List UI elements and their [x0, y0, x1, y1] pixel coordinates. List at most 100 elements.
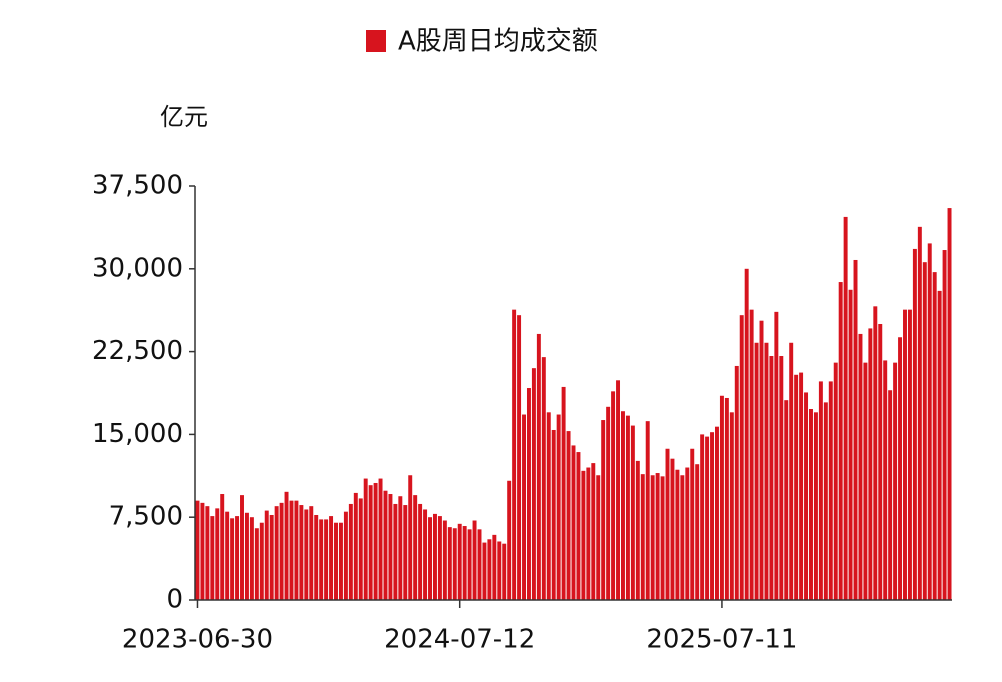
bar: [937, 290, 942, 600]
bar: [616, 380, 621, 600]
bar: [794, 374, 799, 600]
bar: [264, 510, 269, 600]
x-tick-label: 2025-07-11: [646, 625, 797, 655]
bar: [299, 505, 304, 600]
bar: [403, 505, 408, 600]
y-tick-label: 22,500: [92, 336, 183, 366]
bar: [640, 474, 645, 600]
bar: [705, 436, 710, 600]
bar: [215, 508, 220, 600]
bar: [863, 362, 868, 600]
bar: [734, 365, 739, 600]
bar: [630, 425, 635, 600]
bar: [531, 368, 536, 600]
bar: [244, 512, 249, 600]
legend-label: A股周日均成交额: [398, 27, 598, 57]
bar: [566, 431, 571, 600]
bar: [230, 518, 235, 600]
bar: [507, 480, 512, 600]
bar: [695, 464, 700, 600]
bar: [551, 429, 556, 600]
bar: [804, 392, 809, 600]
bar: [512, 309, 517, 600]
bar: [823, 402, 828, 600]
y-tick-label: 30,000: [92, 253, 183, 283]
bar: [843, 216, 848, 601]
bar: [482, 542, 487, 600]
bar: [373, 482, 378, 600]
unit-label: 亿元: [160, 103, 208, 131]
bar: [477, 529, 482, 600]
bar: [329, 516, 334, 600]
bar: [388, 494, 393, 600]
bar: [784, 400, 789, 600]
bar: [274, 506, 279, 600]
bar: [526, 388, 531, 600]
bar: [888, 390, 893, 600]
bar: [304, 509, 309, 600]
bar: [269, 514, 274, 600]
bar: [620, 411, 625, 600]
bar: [561, 386, 566, 600]
bar: [452, 528, 457, 600]
bar: [893, 362, 898, 600]
bar: [437, 516, 442, 600]
bar: [596, 475, 601, 600]
bar: [878, 324, 883, 600]
y-tick-label: 0: [166, 585, 183, 615]
bar: [358, 498, 363, 600]
bar: [813, 412, 818, 600]
bar: [764, 342, 769, 600]
bar: [700, 434, 705, 600]
bar: [818, 381, 823, 600]
bar: [240, 495, 244, 600]
bar: [744, 268, 749, 600]
bar: [873, 306, 878, 600]
bar: [903, 309, 907, 600]
bar: [576, 452, 581, 600]
bar: [324, 519, 329, 600]
bar: [413, 495, 418, 600]
y-tick-label: 7,500: [109, 502, 183, 532]
bar: [343, 511, 348, 600]
bar: [719, 395, 724, 600]
bar: [353, 492, 358, 600]
bar: [294, 500, 299, 600]
bar: [898, 337, 903, 600]
bar: [660, 476, 665, 600]
bar: [759, 320, 764, 600]
bar: [685, 467, 690, 600]
bar: [462, 526, 467, 600]
bar: [675, 469, 680, 600]
bar: [210, 516, 215, 600]
bar: [917, 226, 922, 600]
bar: [655, 473, 660, 600]
bar: [868, 328, 873, 600]
bar: [591, 463, 596, 600]
bar: [858, 333, 863, 600]
bar: [581, 470, 586, 600]
bar: [408, 475, 413, 600]
bar: [442, 520, 447, 600]
bar: [779, 356, 784, 600]
bar: [309, 506, 314, 600]
bar: [289, 500, 294, 600]
bar: [754, 342, 759, 600]
bar: [883, 360, 888, 600]
bar: [338, 522, 343, 600]
bar: [235, 516, 240, 600]
bar: [536, 333, 541, 600]
bar: [715, 426, 719, 600]
bar: [932, 272, 937, 600]
bar: [853, 259, 858, 600]
bar: [571, 445, 576, 600]
bar: [665, 448, 670, 600]
bar: [690, 448, 695, 600]
bar: [680, 475, 685, 600]
bar: [348, 503, 353, 600]
bar: [378, 478, 383, 600]
bar: [259, 522, 264, 600]
y-tick-label: 37,500: [92, 171, 183, 201]
bar: [556, 414, 561, 600]
